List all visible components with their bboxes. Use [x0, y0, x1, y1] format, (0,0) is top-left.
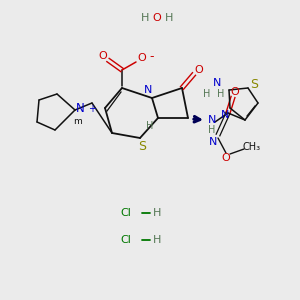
- Text: O: O: [138, 53, 146, 63]
- Text: H: H: [153, 208, 161, 218]
- Text: +: +: [88, 104, 96, 114]
- Text: -: -: [150, 50, 154, 64]
- Text: O: O: [195, 65, 203, 75]
- Text: N: N: [213, 78, 221, 88]
- Text: H: H: [146, 121, 154, 131]
- Text: S: S: [250, 79, 258, 92]
- Text: N: N: [144, 85, 152, 95]
- Text: Cl: Cl: [121, 235, 131, 245]
- Text: H: H: [217, 89, 225, 99]
- Text: H: H: [153, 235, 161, 245]
- Text: O: O: [153, 13, 161, 23]
- Text: H: H: [208, 125, 216, 135]
- Text: N: N: [76, 103, 84, 116]
- Text: O: O: [231, 87, 239, 97]
- Text: H: H: [165, 13, 173, 23]
- Text: H: H: [203, 89, 211, 99]
- Text: N: N: [221, 110, 229, 120]
- Text: Cl: Cl: [121, 208, 131, 218]
- Text: H: H: [141, 13, 149, 23]
- Text: O: O: [222, 153, 230, 163]
- Text: N: N: [209, 137, 217, 147]
- Text: m: m: [74, 116, 82, 125]
- Text: O: O: [99, 51, 107, 61]
- Text: S: S: [138, 140, 146, 154]
- Text: N: N: [208, 115, 216, 125]
- Text: CH₃: CH₃: [243, 142, 261, 152]
